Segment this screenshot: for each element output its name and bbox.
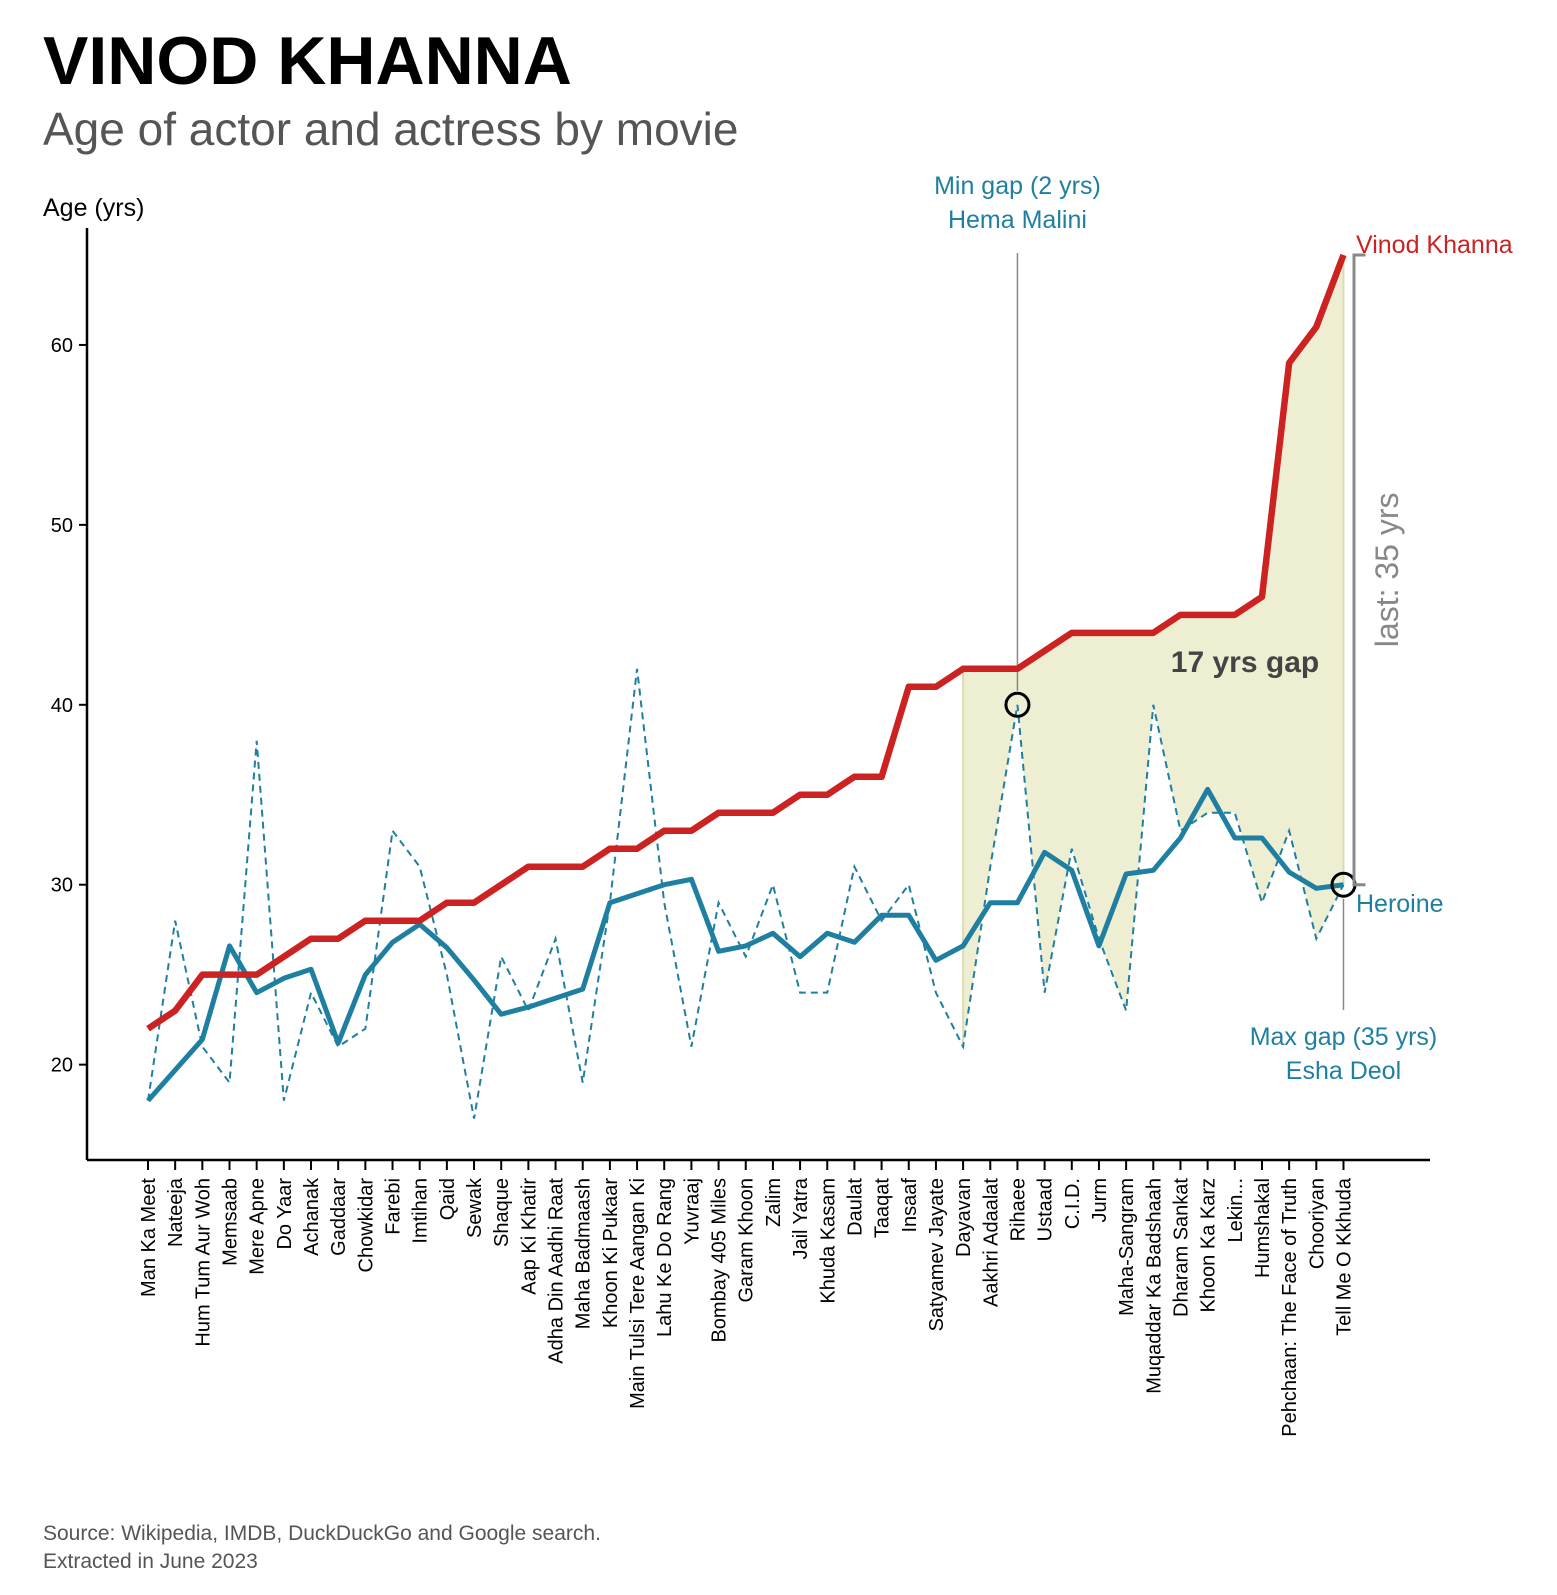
x-tick-label: Khoon Ka Karz <box>1198 1178 1220 1313</box>
x-tick-label: Nateeja <box>165 1177 187 1247</box>
max-gap-label: Max gap (35 yrs) <box>1250 1023 1438 1051</box>
x-tick-label: Satyamev Jayate <box>926 1178 948 1331</box>
min-gap-actress-label: Hema Malini <box>948 206 1087 234</box>
x-tick-label: Chowkidar <box>355 1178 377 1273</box>
y-tick-label: 60 <box>51 335 73 357</box>
x-tick-label: Muqaddar Ka Badshaah <box>1143 1178 1165 1394</box>
x-tick-label: Gaddaar <box>328 1178 350 1256</box>
x-tick-label: Farebi <box>383 1178 405 1235</box>
x-tick-label: Garam Khoon <box>736 1178 758 1303</box>
x-tick-label: Achanak <box>301 1177 323 1256</box>
x-tick-label: Memsaab <box>220 1178 242 1266</box>
x-tick-label: Lekin... <box>1225 1178 1247 1242</box>
x-tick-label: Daulat <box>844 1178 866 1236</box>
min-gap-marker <box>1004 691 1031 718</box>
x-tick-label: Adha Din Aadhi Raat <box>546 1178 568 1364</box>
source-note: Source: Wikipedia, IMDB, DuckDuckGo and … <box>43 1520 601 1576</box>
x-tick-label: Hum Tum Aur Woh <box>192 1178 214 1347</box>
last-gap-bracket <box>1352 253 1366 887</box>
x-tick-label: Aap Ki Khatir <box>518 1178 540 1295</box>
x-tick-label: Jurm <box>1089 1178 1111 1222</box>
heroine-line <box>146 786 1344 1103</box>
chart-subtitle: Age of actor and actress by movie <box>43 103 739 155</box>
source-line-1: Source: Wikipedia, IMDB, DuckDuckGo and … <box>43 1522 601 1545</box>
x-tick-label: Yuvraaj <box>681 1178 703 1245</box>
y-tick-label: 40 <box>51 695 73 717</box>
source-line-2: Extracted in June 2023 <box>43 1550 258 1573</box>
heroine-series-label: Heroine <box>1356 890 1444 918</box>
x-tick-label: Main Tulsi Tere Aangan Ki <box>627 1178 649 1409</box>
x-tick-label: Rihaee <box>1007 1178 1029 1241</box>
x-tick-label: Imtihan <box>410 1178 432 1244</box>
x-tick-label: Qaid <box>437 1178 459 1220</box>
chart-title: VINOD KHANNA <box>43 23 572 99</box>
actor-line <box>146 253 1347 1032</box>
x-tick-label: Jail Yatra <box>790 1177 812 1259</box>
x-tick-label: Aakhri Adaalat <box>980 1178 1002 1307</box>
x-tick-label: Dayavan <box>953 1178 975 1257</box>
x-tick-label: Lahu Ke Do Rang <box>654 1178 676 1337</box>
x-tick-label: Mere Apne <box>247 1178 269 1275</box>
x-tick-label: Zalim <box>763 1178 785 1227</box>
x-tick-label: Chooriyan <box>1306 1178 1328 1269</box>
y-axis-label: Age (yrs) <box>43 194 144 222</box>
last-gap-label: last: 35 yrs <box>1369 492 1405 647</box>
y-tick-label: 20 <box>51 1055 73 1077</box>
x-tick-label: Humshakal <box>1252 1178 1274 1278</box>
x-tick-label: Insaaf <box>899 1178 921 1233</box>
y-tick-label: 50 <box>51 515 73 537</box>
x-tick-label: Maha-Sangram <box>1116 1178 1138 1316</box>
actor-series-label: Vinod Khanna <box>1356 231 1513 259</box>
x-tick-label: Tell Me O Kkhuda <box>1333 1177 1355 1336</box>
x-tick-label: Khuda Kasam <box>817 1178 839 1304</box>
x-tick-label: Ustaad <box>1035 1178 1057 1241</box>
gap-label: 17 yrs gap <box>1171 646 1319 679</box>
x-tick-label: Sewak <box>464 1177 486 1238</box>
gap-shaded-area <box>963 254 1344 1047</box>
x-tick-label: C.I.D. <box>1062 1178 1084 1229</box>
y-tick-label: 30 <box>51 875 73 897</box>
max-gap-actress-label: Esha Deol <box>1286 1057 1401 1085</box>
x-tick-label: Pehchaan: The Face of Truth <box>1279 1178 1301 1437</box>
x-tick-label: Shaque <box>491 1178 513 1247</box>
x-tick-label: Maha Badmaash <box>573 1178 595 1329</box>
min-gap-label: Min gap (2 yrs) <box>934 172 1101 200</box>
x-tick-label: Bombay 405 Miles <box>709 1178 731 1343</box>
x-tick-label: Taaqat <box>872 1178 894 1238</box>
x-tick-label: Man Ka Meet <box>138 1178 160 1297</box>
x-tick-label: Dharam Sankat <box>1170 1178 1192 1317</box>
x-tick-label: Khoon Ki Pukaar <box>600 1178 622 1328</box>
heroine-raw-dashed-line <box>147 668 1345 1119</box>
x-tick-label: Do Yaar <box>274 1178 296 1250</box>
